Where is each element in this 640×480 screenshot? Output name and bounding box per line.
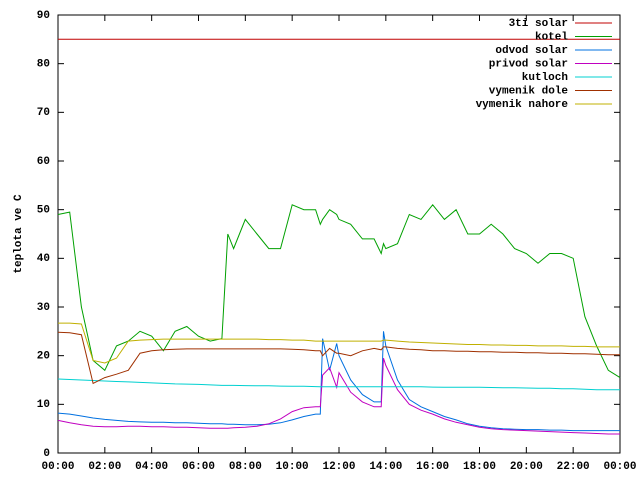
series-line bbox=[57, 331, 620, 385]
y-tick-label: 70 bbox=[37, 107, 50, 119]
y-tick-label: 20 bbox=[37, 351, 50, 363]
series-line bbox=[58, 322, 620, 364]
y-tick-label: 90 bbox=[37, 10, 50, 22]
x-tick-label: 10:00 bbox=[276, 461, 309, 473]
y-tick-label: 60 bbox=[37, 156, 50, 168]
legend-label: vymenik nahore bbox=[476, 99, 569, 111]
legend-label: kotel bbox=[535, 31, 568, 43]
x-tick-label: 06:00 bbox=[182, 461, 215, 473]
y-tick-label: 10 bbox=[37, 399, 50, 411]
legend-label: odvod solar bbox=[495, 45, 568, 57]
y-axis-label: teplota ve C bbox=[13, 194, 25, 274]
legend-label: kutloch bbox=[522, 72, 568, 84]
series-line bbox=[57, 331, 620, 432]
x-tick-label: 04:00 bbox=[135, 461, 168, 473]
legend-label: 3ti solar bbox=[509, 18, 568, 30]
y-tick-label: 30 bbox=[37, 302, 50, 314]
y-tick-label: 0 bbox=[43, 448, 50, 460]
x-tick-label: 18:00 bbox=[463, 461, 496, 473]
y-tick-label: 40 bbox=[37, 253, 50, 265]
y-tick-label: 50 bbox=[37, 205, 50, 217]
legend-label: privod solar bbox=[489, 58, 568, 70]
x-tick-label: 22:00 bbox=[557, 461, 590, 473]
series-line bbox=[57, 204, 621, 379]
series-line bbox=[57, 378, 620, 391]
x-tick-label: 08:00 bbox=[229, 461, 262, 473]
x-tick-label: 00:00 bbox=[603, 461, 636, 473]
legend-label: vymenik dole bbox=[489, 85, 569, 97]
y-tick-label: 80 bbox=[37, 59, 50, 71]
series-line bbox=[57, 357, 620, 435]
x-tick-label: 20:00 bbox=[510, 461, 543, 473]
x-tick-label: 00:00 bbox=[41, 461, 74, 473]
plot-border bbox=[57, 14, 621, 454]
x-tick-label: 16:00 bbox=[416, 461, 449, 473]
x-tick-label: 14:00 bbox=[369, 461, 402, 473]
x-tick-label: 12:00 bbox=[322, 461, 355, 473]
x-tick-label: 02:00 bbox=[88, 461, 121, 473]
